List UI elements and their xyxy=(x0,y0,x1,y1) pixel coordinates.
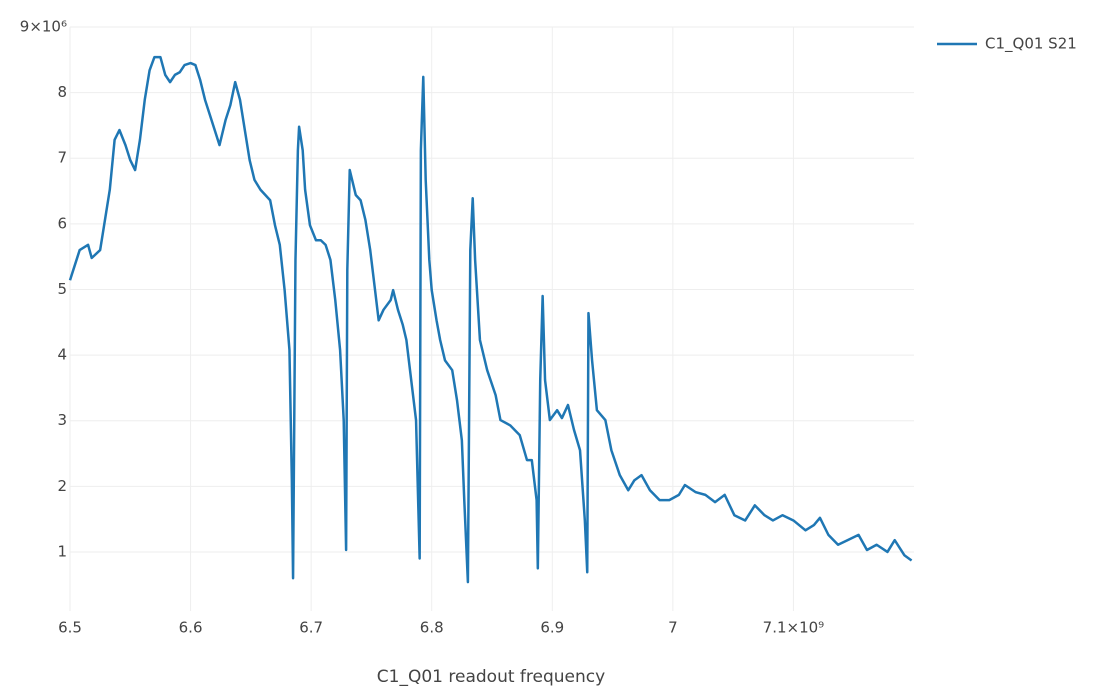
y-tick-label: 4 xyxy=(57,346,67,364)
y-tick-label: 6 xyxy=(57,214,67,232)
y-tick-label: 3 xyxy=(57,411,67,429)
x-axis-title: C1_Q01 readout frequency xyxy=(377,667,605,687)
legend-label: C1_Q01 S21 xyxy=(985,35,1077,54)
y-tick-label: 7 xyxy=(57,149,67,167)
y-tick-label: 8 xyxy=(57,83,67,101)
x-tick-label: 6.8 xyxy=(420,619,444,637)
y-tick-label: 2 xyxy=(57,477,67,495)
x-tick-label: 6.9 xyxy=(540,619,564,637)
y-tick-label: 9×10⁶ xyxy=(20,18,67,36)
x-tick-label: 6.6 xyxy=(179,619,203,637)
x-tick-label: 6.7 xyxy=(299,619,323,637)
grid xyxy=(69,26,914,611)
y-tick-label: 5 xyxy=(57,280,67,298)
x-tick-label: 7 xyxy=(668,619,678,637)
x-tick-label: 6.5 xyxy=(58,619,82,637)
data-line xyxy=(68,55,913,584)
y-tick-label: 1 xyxy=(57,542,67,560)
x-tick-label: 7.1×10⁹ xyxy=(763,619,825,637)
